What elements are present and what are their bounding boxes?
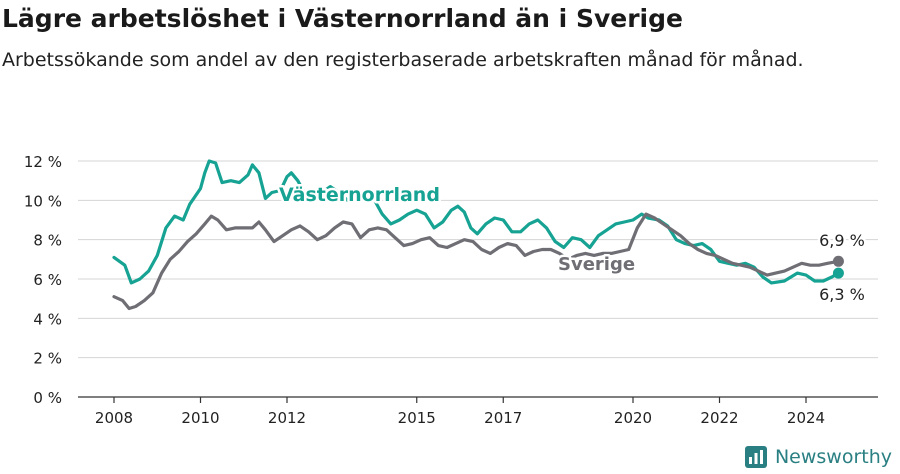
x-tick-label: 2022 [700, 409, 738, 427]
series-line-vasternorrland [112, 159, 840, 285]
y-tick-label: 10 % [24, 192, 62, 210]
chart-subtitle: Arbetssökande som andel av den registerb… [2, 49, 804, 71]
x-tick-label: 2012 [268, 409, 306, 427]
chart-title: Lägre arbetslöshet i Västernorrland än i… [2, 4, 683, 33]
x-tick-label: 2008 [95, 409, 133, 427]
end-value-label-sverige: 6,9 % [819, 231, 865, 250]
newsworthy-logo-icon [744, 446, 767, 468]
y-tick-label: 8 % [33, 232, 62, 250]
y-tick-label: 0 % [33, 389, 62, 407]
x-tick-label: 2010 [181, 409, 219, 427]
y-tick-label: 12 % [24, 153, 62, 171]
end-point-sverige [832, 255, 844, 267]
end-point-vasternorrland [832, 267, 844, 279]
x-tick-label: 2015 [398, 409, 436, 427]
series-line-sverige [112, 212, 840, 311]
series-label-sverige: Sverige [558, 254, 635, 275]
series-label-vasternorrland: Västernorrland [279, 184, 440, 206]
x-tick-label: 2024 [787, 409, 825, 427]
end-value-label-vasternorrland: 6,3 % [819, 285, 865, 304]
brand-logo: Newsworthy [744, 446, 892, 468]
y-tick-label: 6 % [33, 271, 62, 289]
y-tick-label: 2 % [33, 350, 62, 368]
x-tick-label: 2020 [614, 409, 652, 427]
y-tick-label: 4 % [33, 310, 62, 328]
x-tick-label: 2017 [484, 409, 522, 427]
brand-name: Newsworthy [774, 446, 892, 468]
